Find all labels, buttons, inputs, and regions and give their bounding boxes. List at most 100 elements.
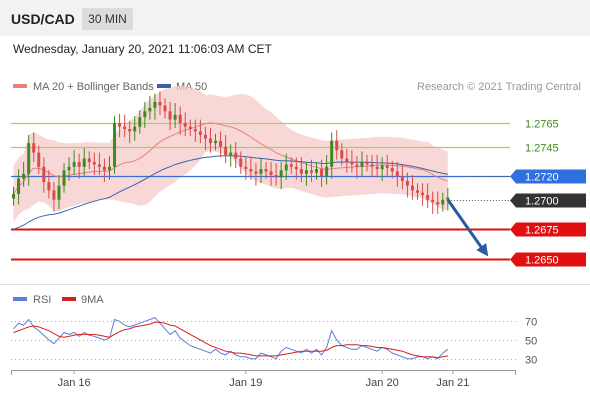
candle [72, 150, 76, 176]
candle-body [299, 169, 303, 174]
rsi-line [13, 317, 449, 360]
level-label-1.2745: 1.2745 [525, 143, 559, 155]
candle [168, 101, 172, 131]
forecast-arrow [446, 198, 489, 257]
candle [62, 163, 66, 193]
price-legend: MA 20 + Bollinger Bands MA 50 Research ©… [13, 81, 581, 93]
candle [421, 183, 425, 206]
candle [17, 169, 21, 205]
candle [97, 152, 101, 176]
x-tick-label: Jan 19 [229, 377, 262, 389]
rsi-ma-legend-label: 9MA [81, 294, 104, 306]
level-label-1.2675: 1.2675 [525, 225, 559, 237]
candle-body [37, 152, 41, 167]
candle-body [289, 164, 293, 167]
candle [335, 130, 339, 160]
candle-body [138, 117, 142, 127]
ma20-legend-label: MA 20 + Bollinger Bands [33, 81, 154, 93]
candle [37, 145, 41, 174]
candle-body [309, 170, 313, 173]
candle [315, 162, 319, 180]
candle-body [370, 164, 374, 167]
candle-body [294, 166, 298, 170]
candle-body [325, 166, 329, 177]
candle-body [390, 167, 394, 172]
candle [173, 103, 177, 128]
level-label-1.2650: 1.2650 [525, 255, 559, 267]
candle [107, 156, 111, 180]
candle-body [345, 158, 349, 163]
candle-body [118, 123, 122, 127]
candle [133, 116, 137, 141]
rsi-tick-label: 50 [525, 336, 537, 348]
candle [416, 183, 420, 200]
candle [148, 96, 152, 120]
candle-body [269, 171, 273, 176]
forecast-arrow-head [476, 243, 489, 257]
symbol-label: USD/CAD [11, 11, 75, 27]
candle-body [107, 166, 111, 171]
candle-body [158, 101, 162, 106]
candle-body [143, 111, 147, 118]
candle-body [219, 140, 223, 147]
candle [12, 186, 16, 206]
candle-body [234, 152, 238, 159]
candle-body [153, 101, 157, 108]
rsi-ma-legend-swatch [62, 297, 76, 301]
candle-body [315, 169, 319, 173]
candle-body [52, 190, 56, 200]
candle-body [57, 185, 61, 200]
candle [249, 157, 253, 180]
candle [47, 170, 51, 199]
datetime-label: Wednesday, January 20, 2021 11:06:03 AM … [13, 42, 272, 56]
candle [365, 154, 369, 172]
candle [123, 114, 127, 138]
candle [87, 151, 91, 170]
candle [446, 188, 450, 211]
candle-body [163, 105, 167, 112]
rsi-ma-line [13, 321, 448, 359]
ma20-legend-swatch [13, 84, 27, 88]
candle-body [320, 169, 324, 177]
candle [102, 158, 106, 183]
candle-body [400, 176, 404, 181]
level-tag-1.2675 [510, 222, 586, 237]
forecast-arrow-shaft [446, 198, 486, 253]
candle-body [173, 114, 177, 120]
candle [193, 119, 197, 142]
candle [259, 158, 263, 184]
candle [264, 162, 268, 179]
rsi-tick-label: 30 [525, 355, 537, 367]
candle [274, 163, 278, 186]
candle [52, 182, 56, 212]
candle [42, 157, 46, 193]
candle-body [380, 165, 384, 170]
candle [360, 151, 364, 177]
candle [395, 162, 399, 187]
candle-body [188, 126, 192, 130]
header: USD/CAD 30 MIN Wednesday, January 20, 20… [0, 0, 590, 56]
candle [390, 160, 394, 179]
candle [92, 152, 96, 176]
candle [289, 157, 293, 174]
candle [426, 183, 430, 209]
timeframe-badge[interactable] [82, 8, 133, 30]
candlesticks [12, 91, 450, 214]
candle [431, 191, 435, 214]
candle [269, 162, 273, 186]
candle [113, 116, 117, 174]
candle [370, 154, 374, 178]
candle [410, 175, 414, 200]
candle-body [183, 123, 187, 127]
level-label-1.2765: 1.2765 [525, 119, 559, 131]
candle-body [47, 182, 51, 191]
level-labels: 1.2765 1.2745 1.2720 1.2700 1.2675 1.2650 [510, 119, 586, 267]
candle [294, 157, 298, 180]
candle [32, 132, 36, 163]
candle-body [410, 185, 414, 191]
candle [244, 157, 248, 180]
candle [304, 162, 308, 186]
candle-body [17, 178, 21, 194]
x-axis: Jan 16 Jan 19 Jan 20 Jan 21 [11, 370, 516, 389]
